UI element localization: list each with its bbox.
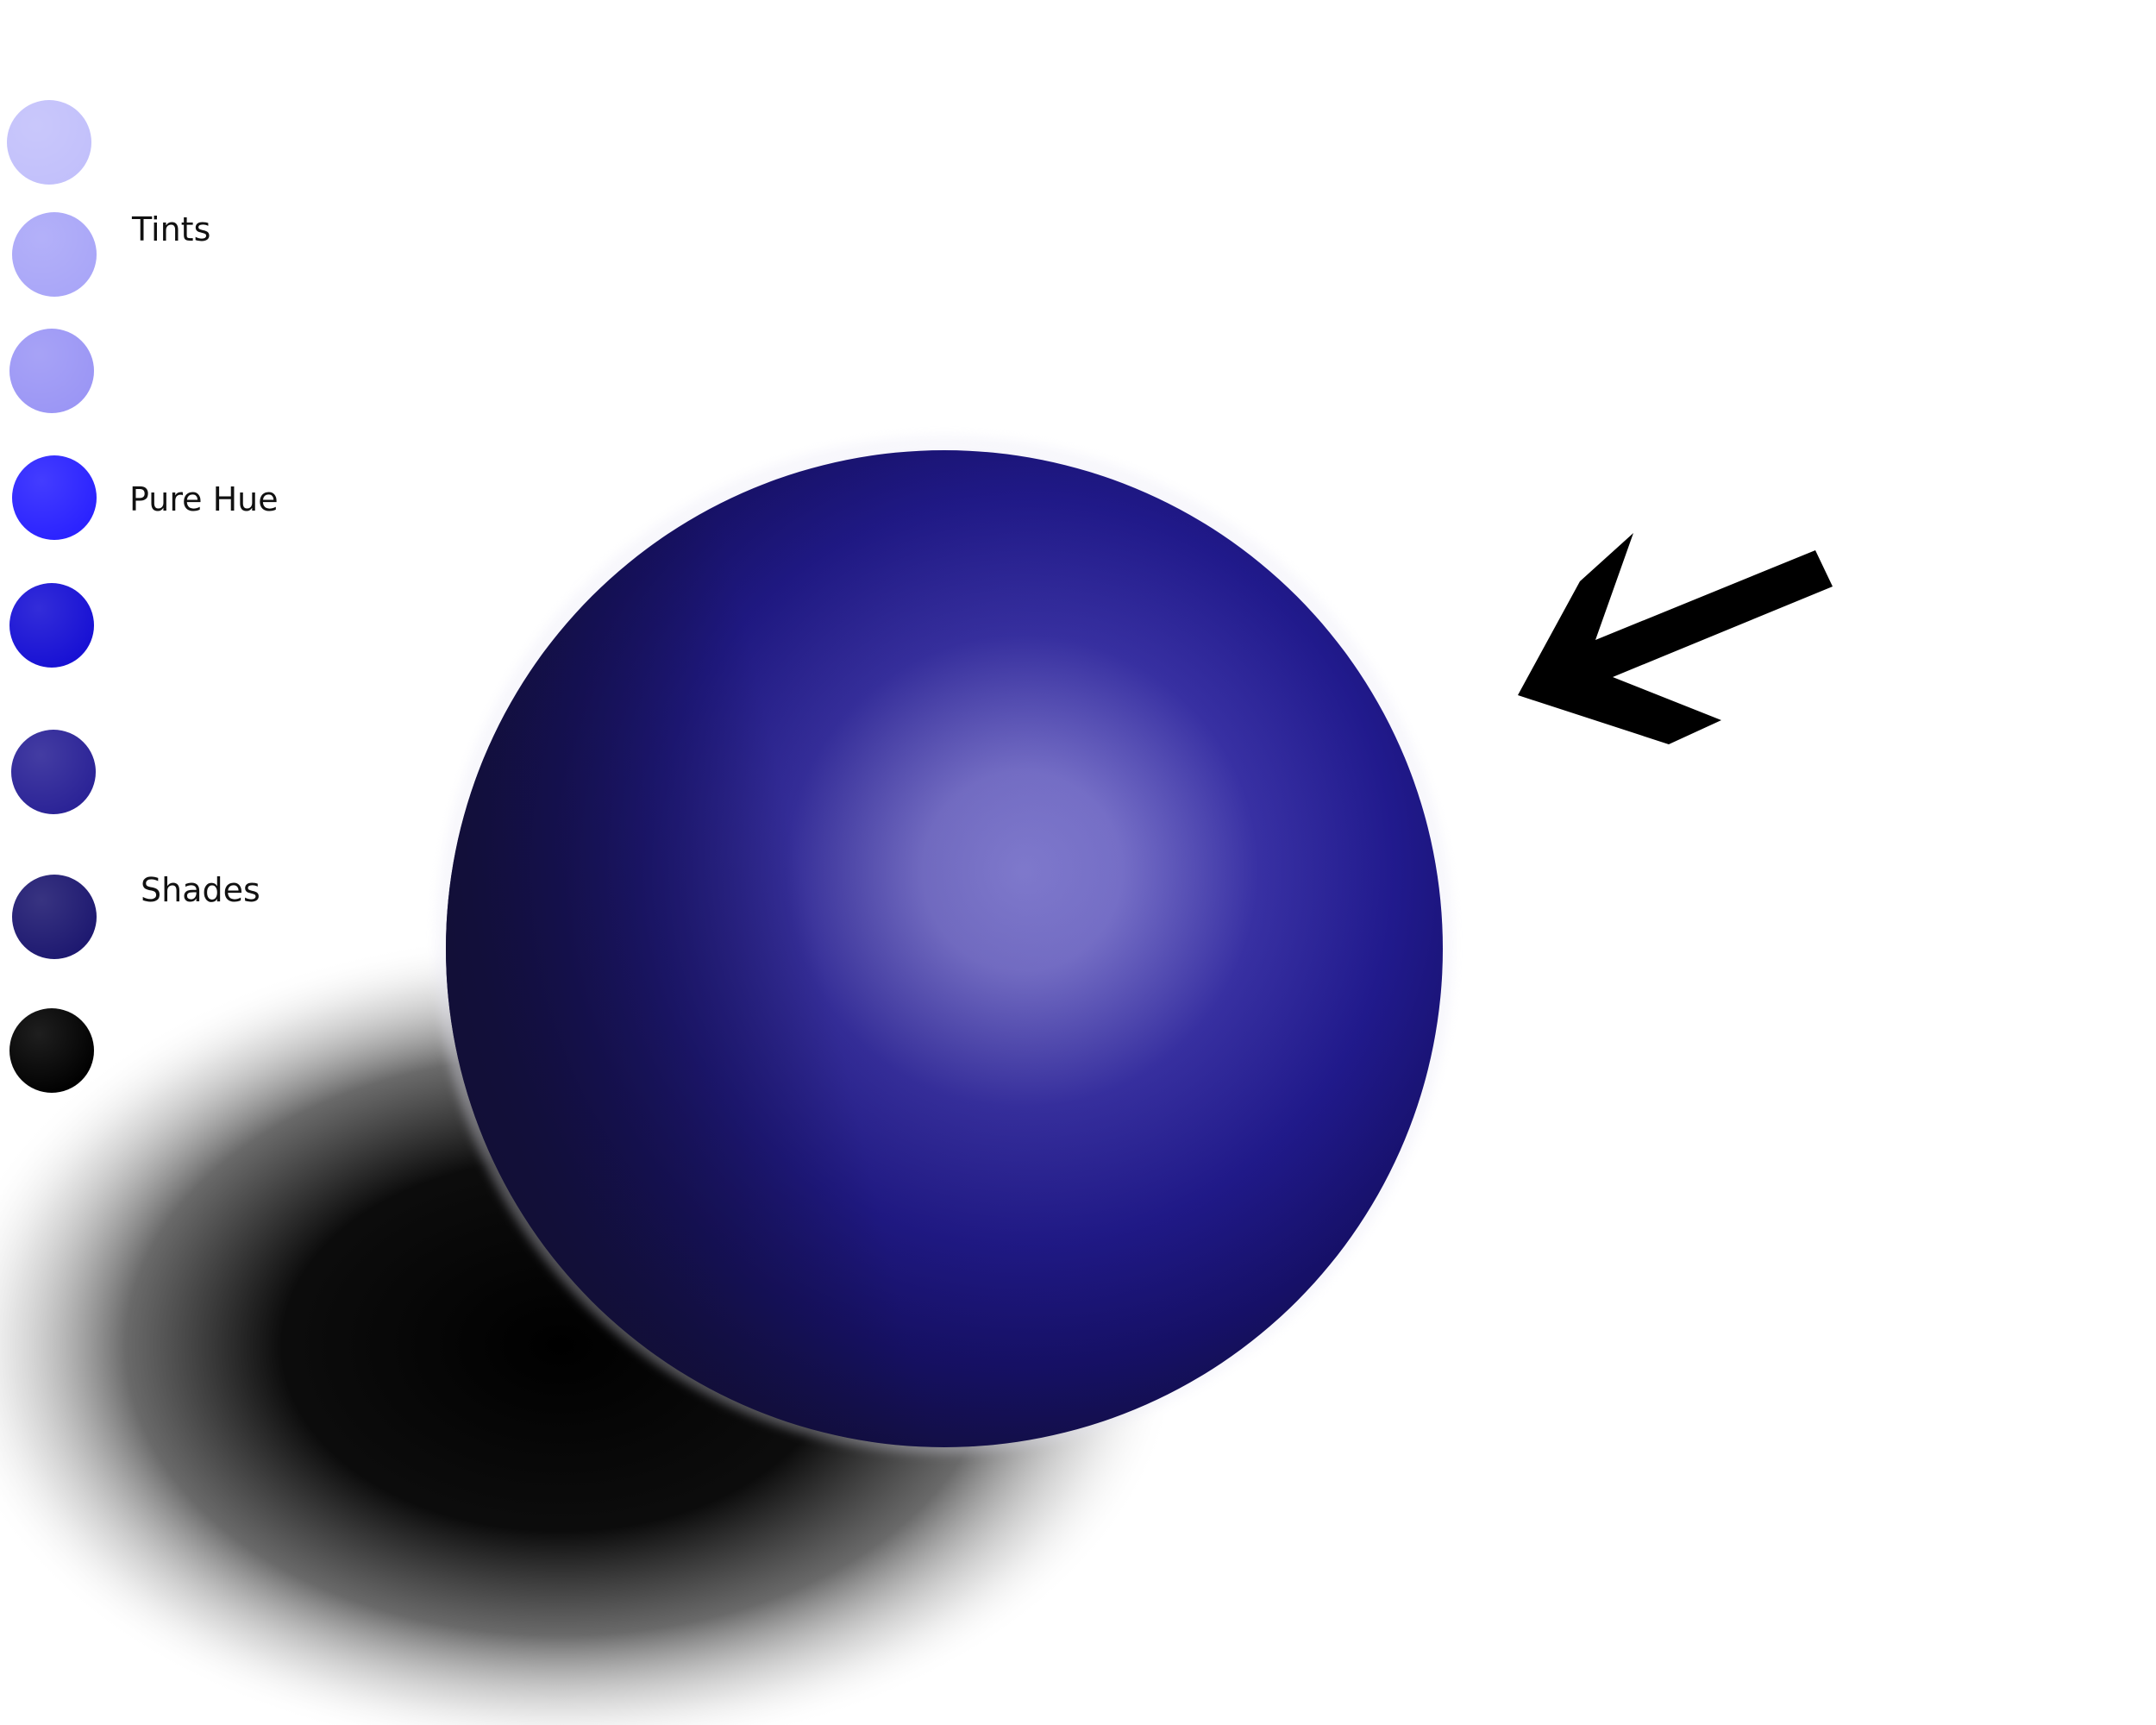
swatch-gloss-6 (11, 730, 96, 814)
swatch-gloss-2 (12, 212, 97, 297)
blue-sphere (446, 450, 1443, 1447)
swatch-gloss-3 (9, 329, 94, 413)
pure-hue-label: Pure Hue (129, 480, 279, 518)
swatch-gloss-8 (9, 1008, 94, 1093)
swatch-gloss-5 (9, 583, 94, 668)
tints-label: Tints (132, 210, 211, 248)
arrow-icon (1518, 533, 1833, 744)
swatch-gloss-1 (7, 100, 91, 185)
swatch-column (7, 100, 97, 1093)
swatch-gloss-7 (12, 875, 97, 959)
swatch-gloss-4 (12, 455, 97, 540)
shades-label: Shades (141, 871, 260, 909)
